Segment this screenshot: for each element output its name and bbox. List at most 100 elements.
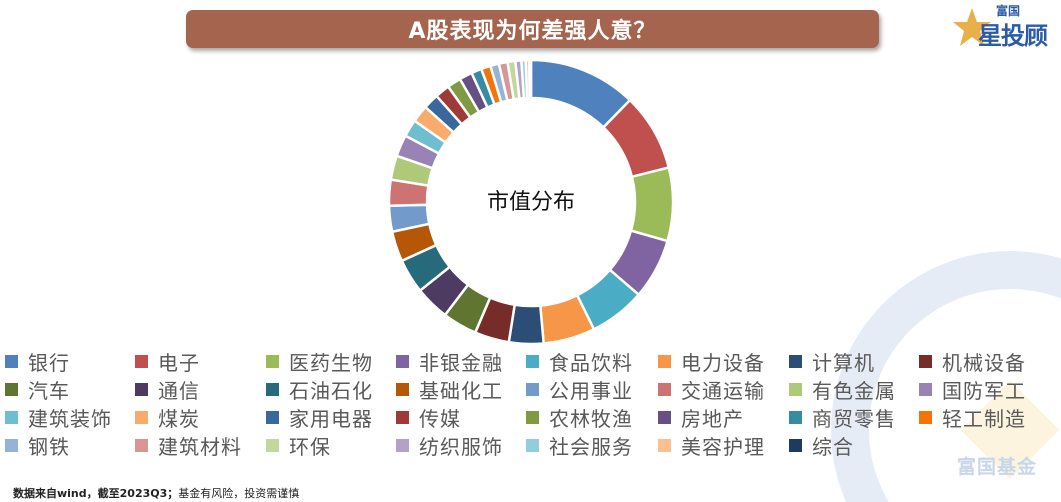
legend-item: 煤炭 (134, 405, 265, 431)
legend-item: 建筑装饰 (4, 405, 134, 431)
legend-item: 家用电器 (265, 405, 395, 431)
legend-label: 纺织服饰 (419, 435, 503, 459)
legend-item: 房地产 (657, 405, 788, 431)
legend-item: 社会服务 (525, 433, 657, 459)
legend-item: 钢铁 (4, 433, 134, 459)
legend-swatch-icon (526, 383, 539, 396)
watermark-text: 富国基金 (957, 456, 1038, 478)
logo-brand-big: 星投顾 (978, 22, 1048, 50)
legend-swatch-icon (919, 383, 932, 396)
legend-label: 家用电器 (289, 407, 373, 431)
legend-item: 国防军工 (918, 377, 1048, 403)
legend-label: 轻工制造 (942, 407, 1026, 431)
footnote-source: 数据来自wind，截至2023Q3； (13, 487, 179, 500)
legend-label: 基础化工 (419, 379, 503, 403)
legend-label: 国防军工 (942, 379, 1026, 403)
legend-swatch-icon (135, 355, 148, 368)
legend-swatch-icon (135, 383, 148, 396)
legend-swatch-icon (658, 355, 671, 368)
legend-swatch-icon (789, 383, 802, 396)
legend-swatch-icon (789, 411, 802, 424)
legend-swatch-icon (5, 439, 18, 452)
logo-brand-small: 富国 (996, 4, 1021, 18)
legend-label: 电力设备 (681, 351, 765, 375)
brand-logo: 富国 星投顾 (952, 2, 1058, 52)
donut-chart (387, 58, 675, 346)
legend-swatch-icon (5, 411, 18, 424)
title-banner: A股表现为何差强人意？ (186, 10, 879, 48)
legend-label: 电子 (158, 351, 200, 375)
star-icon (953, 8, 991, 46)
legend-item: 综合 (788, 433, 918, 459)
legend-item: 电力设备 (657, 349, 788, 375)
legend-swatch-icon (266, 411, 279, 424)
chart-legend: 银行 电子 医药生物 非银金融 食品饮料 电力设备 计算机 机械设备汽车 通信 石油石化 基础化工 公… (4, 349, 1054, 459)
legend-label: 传媒 (419, 407, 461, 431)
legend-item: 计算机 (788, 349, 918, 375)
legend-label: 非银金融 (419, 351, 503, 375)
legend-swatch-icon (266, 355, 279, 368)
legend-swatch-icon (396, 355, 409, 368)
legend-label: 建筑材料 (158, 435, 242, 459)
legend-item: 有色金属 (788, 377, 918, 403)
legend-item: 非银金融 (395, 349, 525, 375)
legend-swatch-icon (658, 383, 671, 396)
legend-label: 商贸零售 (812, 407, 896, 431)
legend-label: 医药生物 (289, 351, 373, 375)
legend-label: 农林牧渔 (549, 407, 633, 431)
legend-label: 石油石化 (289, 379, 373, 403)
legend-label: 有色金属 (812, 379, 896, 403)
legend-label: 计算机 (812, 351, 875, 375)
legend-item: 公用事业 (525, 377, 657, 403)
legend-label: 通信 (158, 379, 200, 403)
legend-swatch-icon (658, 439, 671, 452)
legend-swatch-icon (135, 439, 148, 452)
legend-item: 食品饮料 (525, 349, 657, 375)
legend-swatch-icon (266, 383, 279, 396)
legend-item: 农林牧渔 (525, 405, 657, 431)
legend-item: 商贸零售 (788, 405, 918, 431)
legend-label: 社会服务 (549, 435, 633, 459)
legend-swatch-icon (135, 411, 148, 424)
legend-item: 基础化工 (395, 377, 525, 403)
source-footnote: 数据来自wind，截至2023Q3；基金有风险，投资需谨慎 (13, 485, 299, 501)
legend-label: 汽车 (28, 379, 70, 403)
chart-center-label: 市值分布 (486, 190, 575, 215)
legend-label: 公用事业 (549, 379, 633, 403)
donut-slice (527, 58, 533, 100)
legend-item: 轻工制造 (918, 405, 1048, 431)
legend-item: 医药生物 (265, 349, 395, 375)
legend-swatch-icon (396, 383, 409, 396)
legend-item: 石油石化 (265, 377, 395, 403)
legend-label: 煤炭 (158, 407, 200, 431)
legend-label: 综合 (812, 435, 854, 459)
legend-swatch-icon (526, 355, 539, 368)
legend-label: 钢铁 (28, 435, 70, 459)
legend-swatch-icon (789, 439, 802, 452)
legend-label: 机械设备 (942, 351, 1026, 375)
legend-label: 建筑装饰 (28, 407, 112, 431)
legend-swatch-icon (266, 439, 279, 452)
legend-swatch-icon (919, 411, 932, 424)
legend-label: 食品饮料 (549, 351, 633, 375)
donut-slice (629, 166, 675, 243)
legend-swatch-icon (5, 355, 18, 368)
legend-item: 纺织服饰 (395, 433, 525, 459)
legend-label: 美容护理 (681, 435, 765, 459)
legend-swatch-icon (5, 383, 18, 396)
legend-item: 电子 (134, 349, 265, 375)
legend-item: 汽车 (4, 377, 134, 403)
legend-swatch-icon (789, 355, 802, 368)
legend-item: 环保 (265, 433, 395, 459)
footnote-disclaimer: 基金有风险，投资需谨慎 (178, 487, 300, 500)
legend-label: 银行 (28, 351, 70, 375)
legend-item: 美容护理 (657, 433, 788, 459)
legend-item: 建筑材料 (134, 433, 265, 459)
legend-swatch-icon (919, 355, 932, 368)
legend-item: 银行 (4, 349, 134, 375)
donut-chart-area: 市值分布 (387, 58, 675, 346)
legend-swatch-icon (526, 411, 539, 424)
legend-label: 环保 (289, 435, 331, 459)
legend-item: 传媒 (395, 405, 525, 431)
legend-swatch-icon (658, 411, 671, 424)
